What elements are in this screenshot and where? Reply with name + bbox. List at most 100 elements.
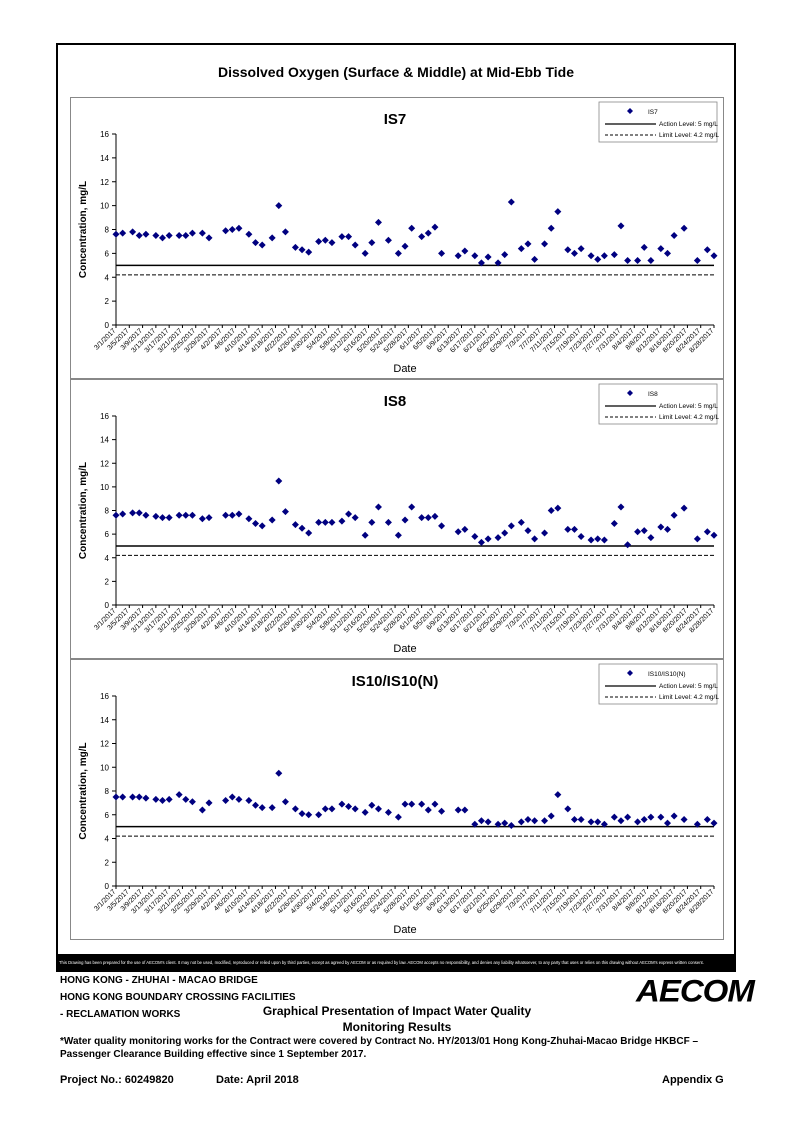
data-point [305, 248, 313, 256]
data-point [547, 507, 555, 514]
data-point [507, 821, 515, 829]
data-point [577, 245, 585, 253]
data-point [703, 246, 711, 254]
footer-line-2: HONG KONG BOUNDARY CROSSING FACILITIES [60, 992, 296, 1003]
data-point [291, 805, 299, 813]
data-point [494, 259, 502, 267]
data-point [477, 538, 485, 546]
data-point [119, 793, 127, 801]
legend-label: Action Level: 5 mg/L [659, 683, 718, 690]
data-point [670, 511, 678, 519]
footer-note: *Water quality monitoring works for the … [60, 1036, 699, 1060]
data-point [281, 798, 289, 806]
data-point [252, 239, 260, 247]
legend-label: Limit Level: 4.2 mg/L [659, 694, 719, 701]
data-point [600, 252, 608, 260]
footer-line-1: HONG KONG - ZHUHAI - MACAO BRIDGE [60, 975, 258, 986]
chart-is8: 02468101214163/1/20173/5/20173/9/20173/1… [78, 383, 719, 655]
data-point [640, 816, 648, 823]
data-point [531, 817, 539, 825]
data-point [647, 534, 655, 542]
data-point [384, 808, 392, 816]
data-point [554, 504, 562, 512]
data-point [610, 813, 618, 821]
y-axis-title: Concentration, mg/L [78, 462, 89, 559]
data-point [188, 798, 196, 806]
data-point [305, 811, 313, 819]
data-point [198, 229, 206, 237]
data-point [188, 511, 196, 519]
data-point [198, 515, 206, 523]
data-point [418, 514, 426, 522]
data-point [228, 226, 236, 233]
data-point [570, 249, 578, 257]
data-point [461, 525, 469, 533]
data-point [471, 820, 479, 828]
data-point [315, 518, 323, 526]
data-point [634, 257, 642, 265]
data-point [693, 535, 701, 543]
data-point [165, 231, 173, 239]
data-point [657, 245, 665, 253]
data-point [374, 805, 382, 813]
data-point [235, 795, 243, 803]
data-point [610, 251, 618, 259]
data-point [374, 218, 382, 226]
data-point [594, 255, 602, 263]
y-tick-label: 4 [105, 554, 110, 563]
x-axis-title: Date [393, 363, 416, 375]
y-tick-label: 14 [100, 716, 109, 725]
data-point [418, 233, 426, 241]
data-point [374, 503, 382, 511]
data-point [142, 794, 150, 802]
data-point [477, 817, 485, 825]
data-point [617, 817, 625, 825]
y-tick-label: 0 [105, 321, 110, 330]
data-point [501, 819, 509, 827]
y-tick-label: 4 [105, 273, 110, 282]
data-point [159, 797, 167, 804]
data-point [624, 541, 632, 549]
data-point [541, 529, 549, 537]
data-point [142, 511, 150, 519]
data-point [577, 816, 585, 823]
data-point [205, 799, 213, 807]
data-point [291, 243, 299, 251]
data-point [693, 257, 701, 265]
data-point [418, 800, 426, 808]
data-point [235, 510, 243, 518]
footer-heading-1: Graphical Presentation of Impact Water Q… [262, 1004, 532, 1018]
data-point [431, 512, 439, 520]
data-point [142, 230, 150, 238]
data-point [484, 253, 492, 261]
figure-title: Dissolved Oxygen (Surface & Middle) at M… [217, 64, 575, 80]
data-point [245, 230, 253, 238]
data-point [321, 518, 329, 526]
y-tick-label: 16 [100, 412, 109, 421]
data-point [222, 797, 230, 804]
data-point [291, 521, 299, 529]
data-point [663, 249, 671, 257]
legend-label: Action Level: 5 mg/L [659, 121, 718, 128]
y-tick-label: 6 [105, 811, 110, 820]
data-point [431, 800, 439, 808]
data-point [384, 518, 392, 526]
data-point [570, 525, 578, 533]
data-point [268, 804, 276, 812]
data-point [182, 795, 190, 803]
data-point [258, 804, 266, 812]
data-point [175, 231, 183, 239]
data-point [165, 514, 173, 522]
data-point [298, 524, 306, 532]
data-point [494, 534, 502, 542]
data-point [235, 224, 243, 232]
data-point [205, 234, 213, 242]
y-tick-label: 8 [105, 787, 110, 796]
data-point [663, 819, 671, 827]
data-point [408, 800, 416, 808]
data-point [135, 509, 143, 517]
data-point [119, 510, 127, 518]
data-point [554, 791, 562, 799]
data-point [634, 528, 642, 536]
data-point [345, 510, 353, 518]
